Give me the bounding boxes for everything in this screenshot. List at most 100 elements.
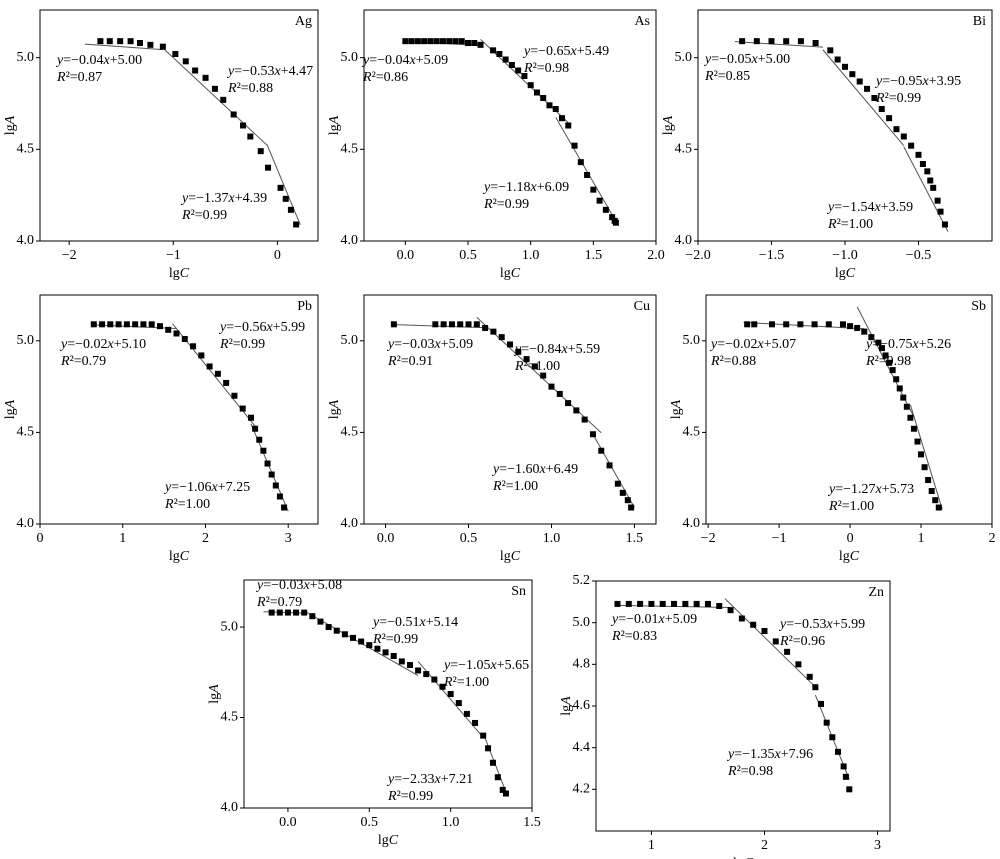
data-point	[818, 700, 825, 707]
fit-r2: R²=0.99	[372, 632, 418, 647]
y-tick-label: 4.2	[573, 782, 591, 797]
data-point	[924, 168, 931, 175]
data-point	[477, 41, 484, 48]
data-point	[252, 425, 259, 432]
x-tick-label: 1.5	[626, 531, 644, 546]
fit-r2: R²=0.86	[362, 70, 408, 85]
data-point	[117, 38, 124, 45]
fit-equation: y=−1.37x+4.39	[180, 191, 267, 206]
y-tick-label: 5.0	[341, 50, 359, 65]
data-point	[886, 359, 893, 366]
data-point	[390, 321, 397, 328]
data-point	[750, 621, 757, 628]
fit-r2: R²=1.00	[827, 217, 873, 232]
x-tick-label: 1.0	[543, 531, 561, 546]
data-point	[264, 460, 271, 467]
x-axis-label: lgC	[378, 833, 399, 848]
data-point	[173, 330, 180, 337]
x-tick-label: 2.0	[647, 248, 665, 263]
x-tick-label: 0.0	[377, 531, 395, 546]
fit-r2: R²=0.99	[387, 789, 433, 804]
fit-r2: R²=0.99	[483, 197, 529, 212]
data-point	[148, 321, 155, 328]
fit-r2: R²=1.00	[828, 499, 874, 514]
data-point	[165, 326, 172, 333]
data-point	[132, 321, 139, 328]
x-tick-label: 0.0	[279, 815, 297, 830]
x-tick-label: −2	[701, 531, 716, 546]
data-point	[333, 627, 340, 634]
data-point	[127, 38, 134, 45]
data-point	[366, 642, 373, 649]
data-point	[739, 38, 746, 45]
y-tick-label: 4.5	[17, 425, 35, 440]
data-point	[433, 38, 440, 45]
x-tick-label: −2.0	[685, 248, 710, 263]
data-point	[465, 321, 472, 328]
plot-frame	[363, 9, 657, 242]
y-tick-label: 5.0	[221, 619, 239, 634]
x-tick-label: 1.0	[442, 815, 460, 830]
data-point	[596, 197, 603, 204]
data-point	[614, 600, 621, 607]
data-point	[846, 786, 853, 793]
data-point	[402, 38, 409, 45]
fit-equation: y=−1.35x+7.96	[726, 747, 813, 762]
data-point	[531, 363, 538, 370]
data-point	[878, 106, 885, 112]
data-point	[439, 683, 446, 690]
data-point	[937, 208, 944, 215]
data-point	[934, 197, 941, 204]
fit-r2: R²=0.79	[256, 595, 302, 610]
fit-line	[266, 144, 301, 225]
data-point	[861, 328, 868, 335]
fit-equation: y=−1.54x+3.59	[826, 200, 913, 215]
y-axis-label: lgA	[327, 115, 342, 135]
data-point	[214, 370, 221, 377]
data-point	[406, 662, 413, 669]
data-point	[90, 321, 97, 328]
data-point	[849, 71, 856, 78]
y-tick-label: 4.0	[341, 516, 359, 531]
plot-frame	[39, 9, 319, 242]
x-tick-label: 0.5	[361, 815, 379, 830]
data-point	[181, 335, 188, 342]
x-tick-label: 0.5	[459, 248, 477, 263]
data-point	[325, 624, 332, 631]
panel-title: Zn	[868, 585, 884, 600]
data-point	[182, 58, 189, 65]
fit-r2: R²=1.00	[514, 359, 560, 374]
data-point	[523, 356, 530, 363]
data-point	[223, 379, 230, 386]
fit-r2: R²=1.00	[492, 479, 538, 494]
fit-r2: R²=0.88	[227, 81, 273, 96]
data-point	[783, 38, 790, 45]
y-axis-label: lgA	[559, 696, 574, 716]
data-point	[871, 95, 878, 101]
panel-title: Cu	[634, 299, 650, 314]
data-point	[496, 51, 503, 57]
data-point	[301, 609, 308, 616]
data-point	[231, 392, 238, 399]
data-point	[293, 221, 300, 228]
fit-equation: y=−0.53x+5.99	[778, 617, 865, 632]
data-point	[829, 734, 836, 741]
data-point	[590, 186, 597, 193]
data-point	[272, 482, 279, 489]
y-tick-label: 4.5	[17, 142, 35, 157]
fit-line	[476, 316, 602, 434]
x-tick-label: 1.5	[523, 815, 541, 830]
data-point	[589, 431, 596, 438]
plot-frame	[243, 579, 533, 809]
data-point	[440, 321, 447, 328]
x-axis-label: lgC	[169, 266, 190, 281]
data-point	[875, 339, 882, 346]
data-point	[811, 321, 818, 328]
x-tick-label: 3	[874, 838, 881, 853]
data-point	[648, 600, 655, 607]
data-point	[198, 352, 205, 359]
data-point	[825, 321, 832, 328]
y-tick-label: 4.8	[573, 657, 591, 672]
data-point	[552, 106, 559, 112]
